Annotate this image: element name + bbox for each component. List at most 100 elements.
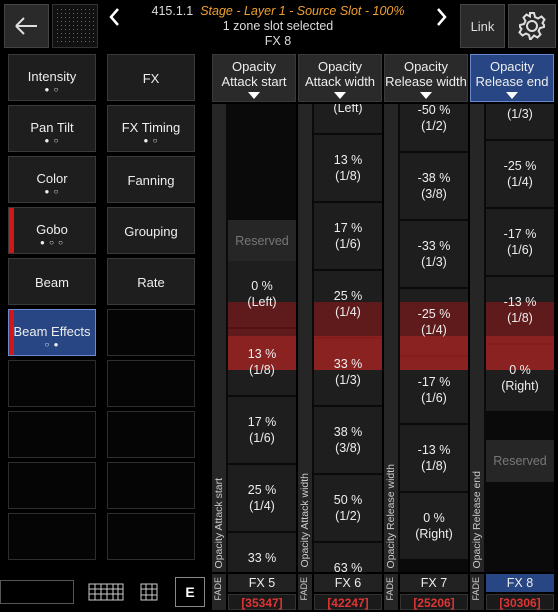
column-body[interactable]: Opacity Attack start Reserved 0 % (Left) 13 …: [212, 104, 296, 572]
button-label: Grouping: [124, 224, 178, 239]
side-label: Opacity Release width: [385, 463, 397, 568]
preset-button[interactable]: Beam Effects ○ ●: [8, 309, 96, 356]
value-cell[interactable]: [400, 153, 468, 219]
button-label: FX: [142, 71, 160, 86]
back-icon: [15, 17, 37, 35]
empty-button[interactable]: [8, 360, 96, 407]
column-header[interactable]: Opacity Release end: [470, 54, 554, 102]
value-cell[interactable]: [314, 475, 382, 541]
cell-text: (Left): [247, 295, 277, 309]
preset-button[interactable]: Pan Tilt ● ○: [8, 105, 96, 152]
button-label: Rate: [137, 275, 165, 290]
current-band-bottom: [400, 336, 468, 370]
next-chevron[interactable]: [432, 6, 450, 28]
empty-button[interactable]: [8, 462, 96, 509]
side-strip: Opacity Attack width: [298, 104, 312, 572]
keyboard-icon[interactable]: [88, 582, 124, 602]
active-marker: [9, 208, 14, 253]
cell-text: (Right): [501, 379, 539, 393]
preset-button[interactable]: FX: [107, 54, 195, 101]
back-button[interactable]: [4, 4, 49, 48]
cell-text: 0 %: [509, 363, 531, 377]
page-dots: ● ○: [44, 85, 60, 94]
cell-text: (1/4): [421, 323, 447, 337]
e-key[interactable]: E: [175, 577, 205, 607]
preset-button[interactable]: Fanning: [107, 156, 195, 203]
column-id: [42247]: [314, 594, 382, 610]
cell-text: 0 %: [423, 511, 445, 525]
button-label: Beam Effects: [13, 324, 91, 339]
preset-button[interactable]: Grouping: [107, 207, 195, 254]
fx-name: FX 8: [264, 34, 292, 48]
cell-text: 25 %: [333, 289, 363, 303]
side-strip: Opacity Attack start: [212, 104, 226, 572]
preset-button[interactable]: Color ● ○: [8, 156, 96, 203]
column-header[interactable]: Opacity Attack start: [212, 54, 296, 102]
fade-strip: FADE: [384, 574, 398, 610]
fade-strip: FADE: [212, 574, 226, 610]
fade-strip: FADE: [470, 574, 484, 610]
cell-text: (1/4): [249, 499, 275, 513]
value-cell[interactable]: [228, 465, 296, 531]
value-cell[interactable]: [400, 425, 468, 491]
cell-text: -17 %: [417, 375, 451, 389]
command-input[interactable]: [0, 580, 74, 604]
empty-button[interactable]: [8, 513, 96, 560]
empty-button[interactable]: [107, 411, 195, 458]
link-button[interactable]: Link: [460, 4, 505, 48]
button-label: Gobo: [36, 222, 68, 237]
prev-chevron[interactable]: [106, 6, 124, 28]
value-cell[interactable]: [228, 220, 296, 262]
cell-text: (1/8): [249, 363, 275, 377]
preset-button[interactable]: Intensity ● ○: [8, 54, 96, 101]
value-cell[interactable]: [314, 543, 382, 572]
column-header[interactable]: Opacity Attack width: [298, 54, 382, 102]
cell-text: 13 %: [333, 153, 363, 167]
preset-button[interactable]: Beam: [8, 258, 96, 305]
empty-button[interactable]: [107, 309, 195, 356]
empty-button[interactable]: [107, 462, 195, 509]
value-cell[interactable]: [228, 397, 296, 463]
thumbnail-grid: [55, 7, 95, 45]
cell-text: (Right): [415, 527, 453, 541]
current-band-top: [486, 302, 554, 336]
value-cell[interactable]: [486, 141, 554, 207]
column-name: FX 7: [400, 574, 468, 592]
preset-button[interactable]: Rate: [107, 258, 195, 305]
value-cell[interactable]: [314, 407, 382, 473]
value-cell[interactable]: [486, 104, 554, 139]
column-body[interactable]: Opacity Release end (1/3) -25 % (1/4) -17 % (…: [470, 104, 554, 572]
cell-text: (1/4): [335, 305, 361, 319]
column-name: FX 6: [314, 574, 382, 592]
settings-button[interactable]: [508, 4, 556, 48]
grid-icon[interactable]: [140, 583, 158, 601]
active-marker: [9, 310, 14, 355]
value-cell[interactable]: [486, 209, 554, 275]
view-thumbnail[interactable]: [52, 4, 98, 48]
cell-text: -13 %: [503, 295, 537, 309]
value-cell[interactable]: [314, 203, 382, 269]
column-body[interactable]: Opacity Release width -50 % (1/2) -38 % (3/8…: [384, 104, 468, 572]
cell-text: -17 %: [503, 227, 537, 241]
value-cell[interactable]: [400, 493, 468, 559]
header-info: 415.1.1 Stage - Layer 1 - Source Slot - …: [130, 4, 426, 49]
column-header[interactable]: Opacity Release width: [384, 54, 468, 102]
cell-text: 33 %: [333, 357, 363, 371]
empty-button[interactable]: [107, 513, 195, 560]
value-cell[interactable]: [400, 221, 468, 287]
side-strip: Opacity Release end: [470, 104, 484, 572]
preset-button[interactable]: FX Timing ● ○: [107, 105, 195, 152]
current-band-top: [228, 302, 296, 336]
value-cell[interactable]: [228, 533, 296, 572]
value-cell[interactable]: [400, 104, 468, 151]
cell-text: -25 %: [503, 159, 537, 173]
value-cell[interactable]: [314, 135, 382, 201]
preset-button[interactable]: Gobo ● ○ ○: [8, 207, 96, 254]
empty-button[interactable]: [8, 411, 96, 458]
fade-label: FADE: [299, 577, 309, 601]
value-cell[interactable]: [486, 440, 554, 482]
column-body[interactable]: Opacity Attack width (Left) 13 % (1/8) 17 % (…: [298, 104, 382, 572]
empty-button[interactable]: [107, 360, 195, 407]
cell-text: (1/2): [335, 509, 361, 523]
value-cell[interactable]: [314, 104, 382, 133]
